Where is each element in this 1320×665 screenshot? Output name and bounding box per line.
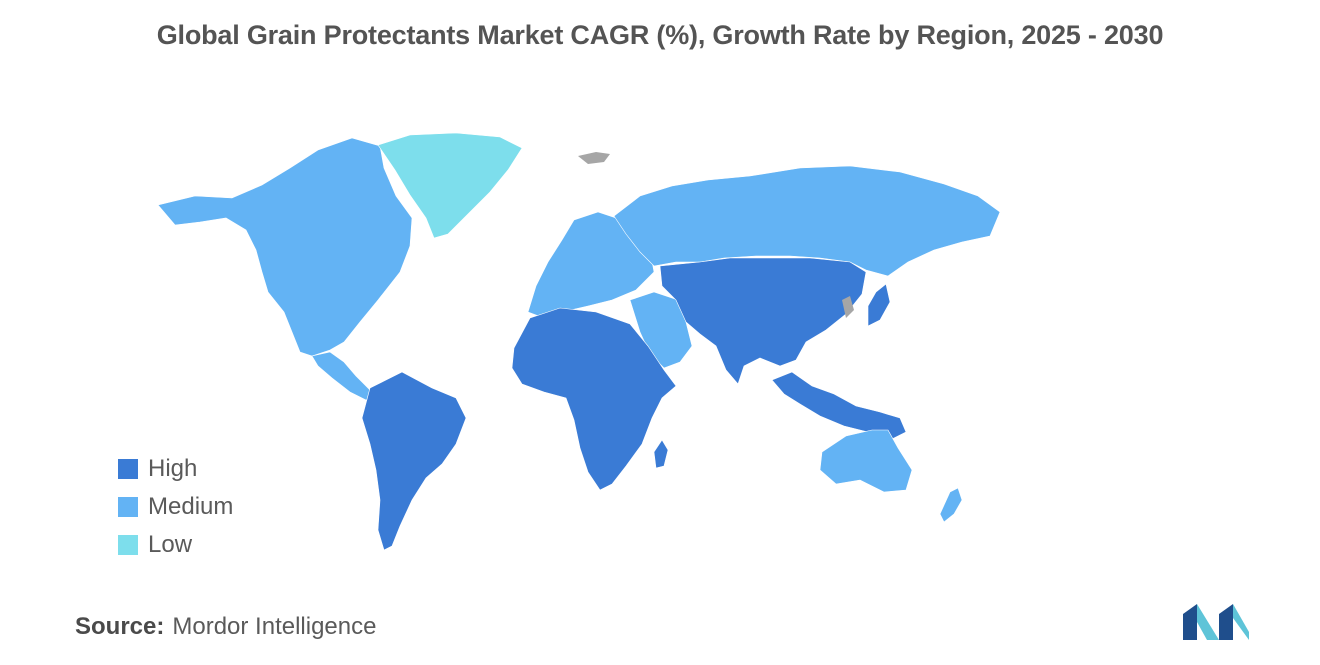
legend-swatch-low <box>118 535 138 555</box>
region-japan[interactable] <box>867 283 891 327</box>
region-new-zealand[interactable] <box>939 487 963 523</box>
region-madagascar[interactable] <box>653 439 669 469</box>
region-russia[interactable] <box>613 165 1001 277</box>
legend: High Medium Low <box>118 450 233 564</box>
region-asia[interactable] <box>659 257 867 385</box>
source-text: Mordor Intelligence <box>172 613 377 640</box>
chart-title: Global Grain Protectants Market CAGR (%)… <box>156 20 1164 50</box>
region-north-america[interactable] <box>157 137 413 357</box>
region-south-america[interactable] <box>361 371 467 551</box>
region-southeast-asia[interactable] <box>771 371 907 441</box>
legend-item-medium: Medium <box>118 488 233 526</box>
legend-item-high: High <box>118 450 233 488</box>
no-data-area-svalbard <box>578 152 610 164</box>
region-greenland[interactable] <box>377 132 523 239</box>
legend-item-low: Low <box>118 526 233 564</box>
no-data-area-korea <box>842 296 854 318</box>
legend-label-high: High <box>148 455 198 482</box>
region-australia[interactable] <box>819 429 913 493</box>
legend-label-low: Low <box>148 531 193 558</box>
source-label: Source: <box>75 613 165 640</box>
mordor-intelligence-logo-icon <box>1183 604 1249 640</box>
region-central-america[interactable] <box>311 351 377 401</box>
region-africa[interactable] <box>511 307 677 491</box>
legend-swatch-high <box>118 459 138 479</box>
legend-swatch-medium <box>118 497 138 517</box>
legend-label-medium: Medium <box>148 493 234 520</box>
source-line: Source: Mordor Intelligence <box>75 613 376 641</box>
